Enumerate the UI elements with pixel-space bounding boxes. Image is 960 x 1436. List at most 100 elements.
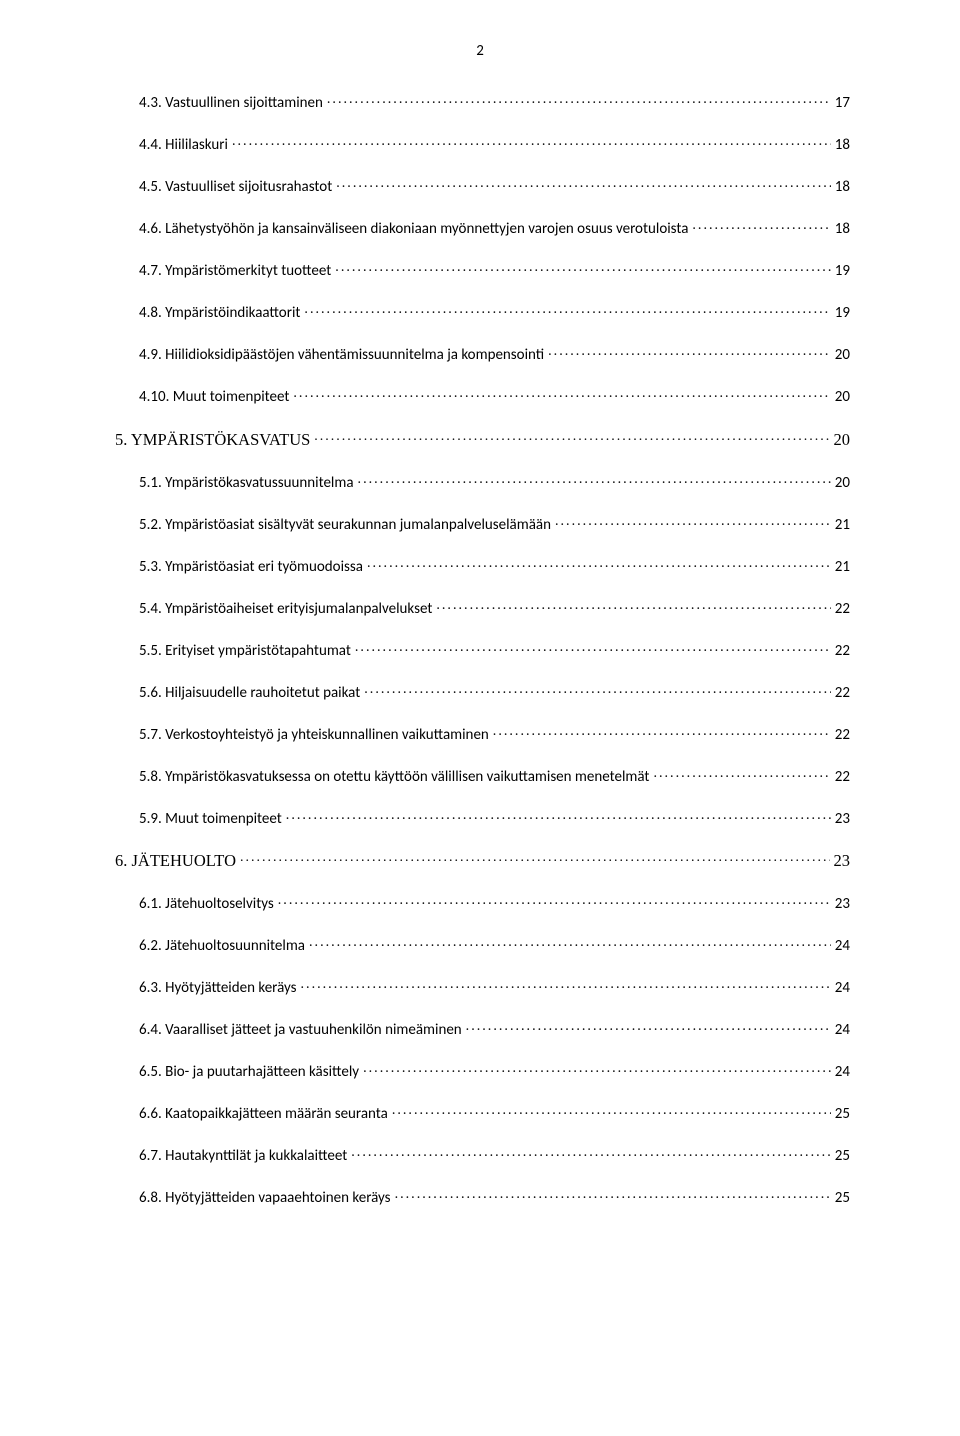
toc-entry-label: 4.8. Ympäristöindikaattorit [139, 304, 300, 322]
toc-entry-label: 4.7. Ympäristömerkityt tuotteet [139, 262, 331, 280]
toc-entry-label: 6.3. Hyötyjätteiden keräys [139, 979, 297, 997]
toc-leader [493, 724, 831, 739]
toc-entry: 5.2. Ympäristöasiat sisältyvät seurakunn… [139, 514, 850, 534]
toc-entry-page: 24 [835, 979, 850, 997]
toc-leader [355, 640, 831, 655]
toc-leader [232, 134, 831, 149]
toc-entry: 6.4. Vaaralliset jätteet ja vastuuhenkil… [139, 1019, 850, 1039]
toc-entry-page: 21 [835, 558, 850, 576]
toc-leader [548, 344, 831, 359]
toc-entry-label: 5.6. Hiljaisuudelle rauhoitetut paikat [139, 684, 360, 702]
toc-entry-page: 23 [835, 810, 850, 828]
toc-entry-page: 22 [835, 600, 850, 618]
toc-leader [363, 1061, 831, 1076]
toc-leader [293, 386, 830, 401]
toc-entry-page: 18 [835, 220, 850, 238]
toc-entry-page: 22 [835, 642, 850, 660]
toc-entry-label: 6.5. Bio- ja puutarhajätteen käsittely [139, 1063, 359, 1081]
toc-entry-label: 4.10. Muut toimenpiteet [139, 388, 289, 406]
toc-entry: 4.8. Ympäristöindikaattorit 19 [139, 302, 850, 322]
page: 2 4.3. Vastuullinen sijoittaminen 17 4.4.… [0, 0, 960, 1436]
toc-entry: 6.1. Jätehuoltoselvitys 23 [139, 893, 850, 913]
toc-entry: 6.3. Hyötyjätteiden keräys 24 [139, 977, 850, 997]
table-of-contents: 4.3. Vastuullinen sijoittaminen 17 4.4. H… [115, 92, 850, 1207]
toc-leader [240, 850, 829, 867]
toc-entry-label: 5.1. Ympäristökasvatussuunnitelma [139, 474, 354, 492]
toc-entry-page: 22 [835, 768, 850, 786]
toc-entry: 5.8. Ympäristökasvatuksessa on otettu kä… [139, 766, 850, 786]
toc-entry-page: 24 [835, 1021, 850, 1039]
toc-leader [335, 260, 831, 275]
toc-entry: 4.6. Lähetystyöhön ja kansainväliseen di… [139, 218, 850, 238]
toc-entry: 5.1. Ympäristökasvatussuunnitelma 20 [139, 472, 850, 492]
toc-entry-page: 18 [835, 136, 850, 154]
toc-entry-label: 6.2. Jätehuoltosuunnitelma [139, 937, 305, 955]
toc-leader [364, 682, 831, 697]
toc-entry-page: 20 [835, 388, 850, 406]
toc-entry: 6.5. Bio- ja puutarhajätteen käsittely 2… [139, 1061, 850, 1081]
toc-entry: 4.3. Vastuullinen sijoittaminen 17 [139, 92, 850, 112]
toc-entry-page: 24 [835, 1063, 850, 1081]
toc-entry-label: 5.5. Erityiset ympäristötapahtumat [139, 642, 351, 660]
toc-entry-page: 17 [835, 94, 850, 112]
toc-entry-label: 6.4. Vaaralliset jätteet ja vastuuhenkil… [139, 1021, 462, 1039]
toc-entry-label: 6.1. Jätehuoltoselvitys [139, 895, 274, 913]
toc-entry: 5.4. Ympäristöaiheiset erityisjumalanpal… [139, 598, 850, 618]
toc-leader [286, 808, 831, 823]
toc-leader [336, 176, 831, 191]
toc-entry: 6.7. Hautakynttilät ja kukkalaitteet 25 [139, 1145, 850, 1165]
toc-entry-page: 21 [835, 516, 850, 534]
toc-entry-label: 5.9. Muut toimenpiteet [139, 810, 282, 828]
toc-entry-page: 20 [834, 430, 851, 450]
toc-entry: 4.9. Hiilidioksidipäästöjen vähentämissu… [139, 344, 850, 364]
toc-entry-page: 25 [835, 1105, 850, 1123]
toc-entry-page: 20 [835, 346, 850, 364]
toc-entry-page: 22 [835, 684, 850, 702]
toc-entry-page: 18 [835, 178, 850, 196]
toc-leader [692, 218, 830, 233]
toc-entry: 4.10. Muut toimenpiteet 20 [139, 386, 850, 406]
toc-entry-label: 4.6. Lähetystyöhön ja kansainväliseen di… [139, 220, 688, 238]
toc-entry-page: 20 [835, 474, 850, 492]
toc-leader [555, 514, 831, 529]
toc-entry: 6. JÄTEHUOLTO 23 [115, 850, 850, 872]
toc-entry: 5.5. Erityiset ympäristötapahtumat 22 [139, 640, 850, 660]
toc-leader [392, 1103, 831, 1118]
toc-entry: 5.6. Hiljaisuudelle rauhoitetut paikat 2… [139, 682, 850, 702]
toc-entry-page: 25 [835, 1147, 850, 1165]
toc-entry: 4.7. Ympäristömerkityt tuotteet 19 [139, 260, 850, 280]
toc-leader [358, 472, 831, 487]
toc-entry-label: 5.2. Ympäristöasiat sisältyvät seurakunn… [139, 516, 551, 534]
toc-entry-label: 4.4. Hiililaskuri [139, 136, 228, 154]
page-number: 2 [476, 42, 484, 60]
toc-entry-page: 19 [835, 262, 850, 280]
toc-leader [301, 977, 831, 992]
toc-entry: 4.5. Vastuulliset sijoitusrahastot 18 [139, 176, 850, 196]
toc-entry-label: 4.5. Vastuulliset sijoitusrahastot [139, 178, 332, 196]
toc-leader [367, 556, 831, 571]
toc-entry: 6.8. Hyötyjätteiden vapaaehtoinen keräys… [139, 1187, 850, 1207]
toc-entry: 5.9. Muut toimenpiteet 23 [139, 808, 850, 828]
toc-entry-page: 23 [834, 851, 851, 871]
toc-entry-label: 4.3. Vastuullinen sijoittaminen [139, 94, 323, 112]
toc-entry: 5.7. Verkostoyhteistyö ja yhteiskunnalli… [139, 724, 850, 744]
toc-entry-label: 6.8. Hyötyjätteiden vapaaehtoinen keräys [139, 1189, 391, 1207]
toc-entry-label: 6.6. Kaatopaikkajätteen määrän seuranta [139, 1105, 388, 1123]
toc-leader [278, 893, 831, 908]
toc-leader [314, 428, 829, 445]
toc-entry-label: 5.7. Verkostoyhteistyö ja yhteiskunnalli… [139, 726, 489, 744]
toc-entry: 6.2. Jätehuoltosuunnitelma 24 [139, 935, 850, 955]
toc-leader [327, 92, 831, 107]
toc-entry: 5.3. Ympäristöasiat eri työmuodoissa 21 [139, 556, 850, 576]
toc-entry: 6.6. Kaatopaikkajätteen määrän seuranta … [139, 1103, 850, 1123]
toc-leader [436, 598, 830, 613]
toc-entry-label: 5.3. Ympäristöasiat eri työmuodoissa [139, 558, 363, 576]
toc-leader [351, 1145, 831, 1160]
toc-entry-page: 22 [835, 726, 850, 744]
toc-entry-label: 5.8. Ympäristökasvatuksessa on otettu kä… [139, 768, 649, 786]
toc-entry: 5. YMPÄRISTÖKASVATUS 20 [115, 428, 850, 450]
toc-leader [466, 1019, 831, 1034]
toc-entry-page: 25 [835, 1189, 850, 1207]
toc-entry-page: 23 [835, 895, 850, 913]
toc-leader [309, 935, 831, 950]
